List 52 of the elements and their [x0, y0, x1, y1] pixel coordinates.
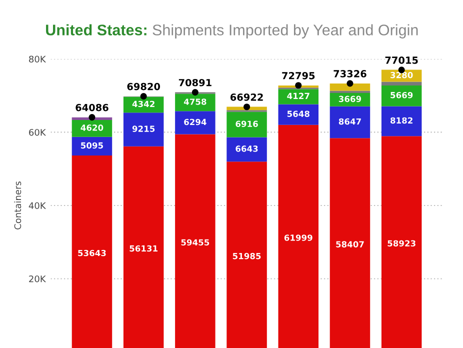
- data-label: 53643: [78, 250, 106, 256]
- point: [192, 89, 198, 96]
- data-label: 70891: [178, 78, 212, 86]
- data-label: 5095: [81, 142, 103, 149]
- y-tick-label: 40K: [28, 202, 46, 210]
- data-label: 51985: [232, 252, 261, 260]
- point: [346, 80, 354, 87]
- data-label: 59455: [181, 239, 210, 246]
- chart-subtitle: Shipments Imported by Year and Origin: [152, 24, 418, 38]
- data-label: 6643: [236, 146, 258, 152]
- y-axis-title: Containers: [14, 182, 22, 230]
- data-label: 4758: [184, 98, 206, 105]
- chart-title: United States:: [46, 24, 146, 36]
- data-label: 66922: [230, 93, 263, 101]
- data-label: 72795: [282, 72, 315, 80]
- data-label: 73326: [334, 70, 366, 78]
- data-label: 6294: [184, 118, 206, 126]
- data-label: 8182: [390, 117, 412, 124]
- data-label: 4342: [132, 100, 154, 108]
- data-label: 77015: [385, 56, 418, 64]
- bar: [123, 112, 164, 146]
- data-label: 3669: [338, 96, 362, 102]
- data-label: 56131: [130, 245, 158, 252]
- data-label: 6916: [236, 120, 258, 128]
- point: [243, 104, 250, 110]
- data-label: 9215: [132, 126, 155, 132]
- bar: [330, 83, 370, 91]
- y-tick-label: 20K: [29, 275, 46, 282]
- data-label: 64086: [76, 104, 108, 112]
- bar: [381, 85, 422, 106]
- data-label: 58923: [388, 240, 416, 247]
- bar: [226, 112, 267, 138]
- data-label: 69820: [127, 82, 160, 90]
- data-label: 3280: [390, 72, 413, 78]
- data-label: 5648: [287, 110, 310, 117]
- bar: [226, 137, 267, 162]
- point: [140, 92, 147, 100]
- bar: [175, 111, 216, 134]
- point: [295, 82, 302, 89]
- data-label: 58407: [336, 241, 364, 248]
- bar: [278, 104, 319, 125]
- data-label: 4620: [80, 124, 104, 131]
- y-tick-label: 80K: [29, 56, 46, 63]
- point: [88, 114, 96, 121]
- data-label: 8647: [338, 118, 361, 125]
- bar: [330, 106, 370, 138]
- bar: [381, 106, 422, 136]
- data-label: 61999: [284, 234, 312, 241]
- data-label: 5669: [390, 92, 413, 98]
- bar: [381, 82, 422, 86]
- data-label: 4127: [287, 92, 310, 99]
- y-tick-label: 60K: [29, 128, 46, 136]
